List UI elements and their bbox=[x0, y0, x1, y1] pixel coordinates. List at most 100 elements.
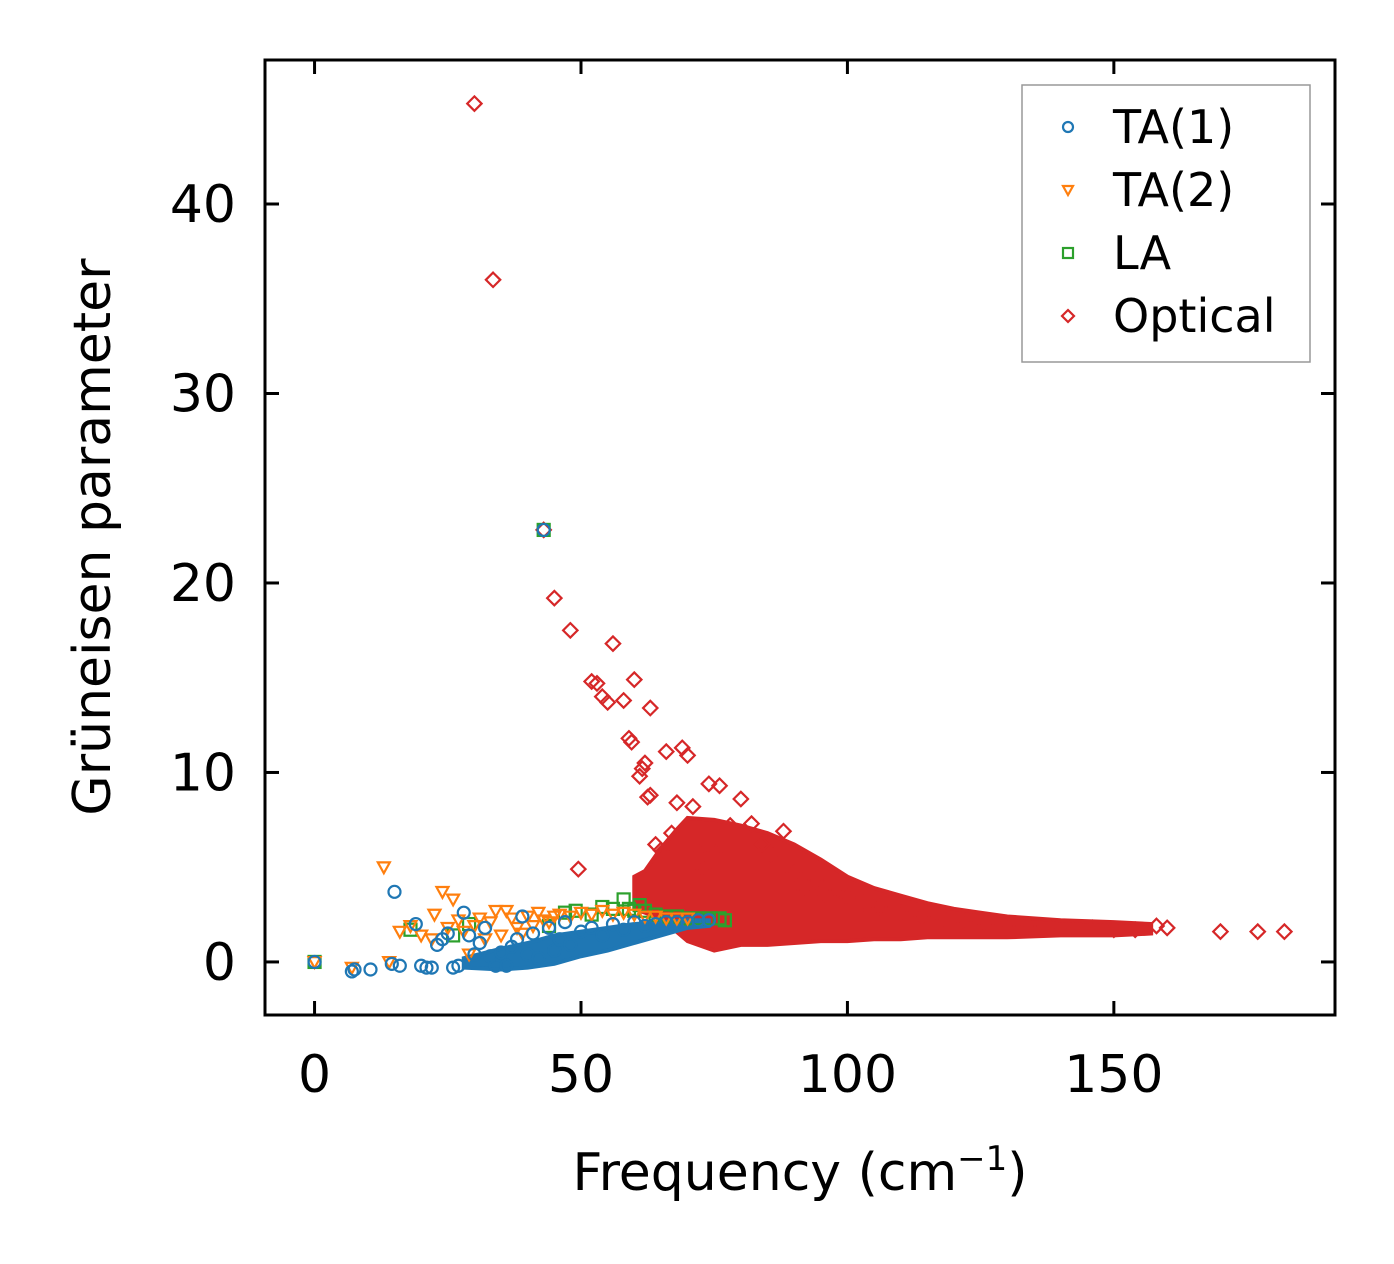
ta-2-point bbox=[583, 908, 600, 923]
legend-la-marker bbox=[1061, 246, 1075, 260]
x-tick-label: 100 bbox=[798, 1045, 897, 1105]
optical-point bbox=[705, 843, 723, 861]
axis-ticks: 0 50 100 150 0 10 20 30 40 bbox=[170, 60, 1335, 1105]
optical-point bbox=[588, 674, 606, 693]
ta-2-point bbox=[626, 908, 643, 923]
optical-point bbox=[465, 94, 484, 113]
ta-1-point bbox=[493, 945, 509, 960]
optical-point bbox=[1158, 919, 1176, 937]
optical-point bbox=[668, 794, 686, 812]
ta-1-point bbox=[363, 962, 378, 977]
ta-2-point bbox=[306, 956, 323, 971]
ta-1-point bbox=[307, 954, 322, 970]
optical-point bbox=[694, 860, 713, 878]
ta-2-point bbox=[493, 929, 509, 944]
optical-point bbox=[955, 913, 974, 931]
optical-point bbox=[796, 881, 814, 899]
ta-1-point bbox=[691, 913, 706, 928]
y-tick-label: 0 bbox=[203, 933, 236, 993]
optical-point bbox=[1147, 917, 1166, 935]
optical-point bbox=[684, 797, 702, 816]
optical-point bbox=[870, 898, 889, 916]
optical-point bbox=[732, 790, 750, 808]
x-tick-label: 50 bbox=[548, 1045, 614, 1105]
ta-2-point bbox=[391, 925, 408, 940]
ta-2-point bbox=[679, 912, 696, 927]
x-tick-label: 150 bbox=[1064, 1045, 1163, 1105]
y-tick-label: 40 bbox=[170, 175, 236, 235]
ta-2-point bbox=[605, 908, 621, 923]
legend-ta-1-label: TA(1) bbox=[1112, 100, 1234, 154]
optical-point bbox=[977, 915, 995, 933]
optical-point bbox=[598, 693, 617, 712]
ta-1-point bbox=[531, 951, 546, 966]
ta-2-point bbox=[535, 914, 552, 929]
ta-1-point bbox=[525, 926, 541, 941]
x-axis-label: Frequency (cm−1) bbox=[572, 1139, 1027, 1203]
ta-1-point bbox=[440, 926, 455, 941]
ta-2-point bbox=[503, 912, 520, 927]
ta-1-point bbox=[461, 928, 477, 943]
legend-ta-2-marker bbox=[1061, 184, 1075, 198]
ta-1-point bbox=[509, 932, 525, 947]
legend-ta-1-marker bbox=[1061, 120, 1075, 134]
optical-point bbox=[753, 835, 771, 854]
ta-1-point bbox=[563, 937, 578, 952]
optical-point bbox=[1248, 922, 1267, 941]
ta-1-point bbox=[344, 964, 359, 979]
optical-point bbox=[1019, 917, 1038, 935]
ta-2-point bbox=[461, 948, 477, 963]
ta-2-point bbox=[426, 908, 443, 923]
optical-point bbox=[633, 759, 652, 778]
legend-optical-marker bbox=[1060, 308, 1076, 324]
optical-point bbox=[678, 746, 697, 765]
ta-1-point bbox=[595, 928, 610, 943]
ta-2-point bbox=[573, 906, 589, 921]
optical-point bbox=[1041, 919, 1059, 937]
optical-point bbox=[764, 847, 782, 865]
data-points bbox=[306, 94, 1294, 979]
ta-2-point bbox=[551, 908, 568, 923]
optical-point bbox=[742, 814, 761, 833]
optical-point bbox=[828, 881, 846, 899]
ta-1-point bbox=[669, 915, 685, 930]
optical-point bbox=[934, 909, 953, 928]
ta-2-point bbox=[498, 904, 515, 920]
optical-point bbox=[582, 672, 601, 691]
ta-1-point bbox=[419, 960, 434, 975]
optical-point bbox=[774, 822, 793, 840]
optical-point bbox=[689, 843, 707, 861]
ta-1-point bbox=[557, 915, 573, 930]
ta-1-point bbox=[387, 884, 402, 899]
ta-1-point bbox=[392, 958, 407, 973]
optical-point bbox=[569, 860, 588, 878]
ta-1-point bbox=[384, 956, 399, 971]
optical-point bbox=[700, 775, 718, 793]
optical-point bbox=[721, 816, 739, 835]
optical-point bbox=[1211, 922, 1230, 941]
ta-2-point bbox=[445, 893, 461, 908]
optical-point bbox=[614, 691, 633, 710]
optical-point bbox=[785, 864, 803, 882]
optical-point bbox=[662, 824, 681, 842]
ta-2-point bbox=[530, 906, 547, 921]
ta-2-point bbox=[375, 861, 392, 876]
optical-point bbox=[1275, 922, 1294, 941]
ta-1-point bbox=[408, 916, 423, 932]
y-axis-label: Grüneisen parameter bbox=[63, 258, 123, 816]
ta-2-point bbox=[637, 910, 653, 925]
ta-1-point bbox=[547, 943, 562, 958]
ta-1-point bbox=[424, 960, 439, 975]
ta-1-point bbox=[499, 958, 514, 973]
ta-2-point bbox=[466, 920, 483, 935]
optical-point bbox=[838, 888, 857, 907]
optical-point bbox=[1126, 920, 1144, 939]
ta-2-point bbox=[669, 912, 685, 927]
optical-point bbox=[913, 907, 931, 926]
optical-point bbox=[657, 742, 676, 761]
ta-2-point bbox=[455, 925, 472, 940]
optical-dense-band bbox=[632, 815, 1154, 953]
optical-point bbox=[806, 871, 825, 890]
ta-1-point bbox=[456, 905, 471, 920]
